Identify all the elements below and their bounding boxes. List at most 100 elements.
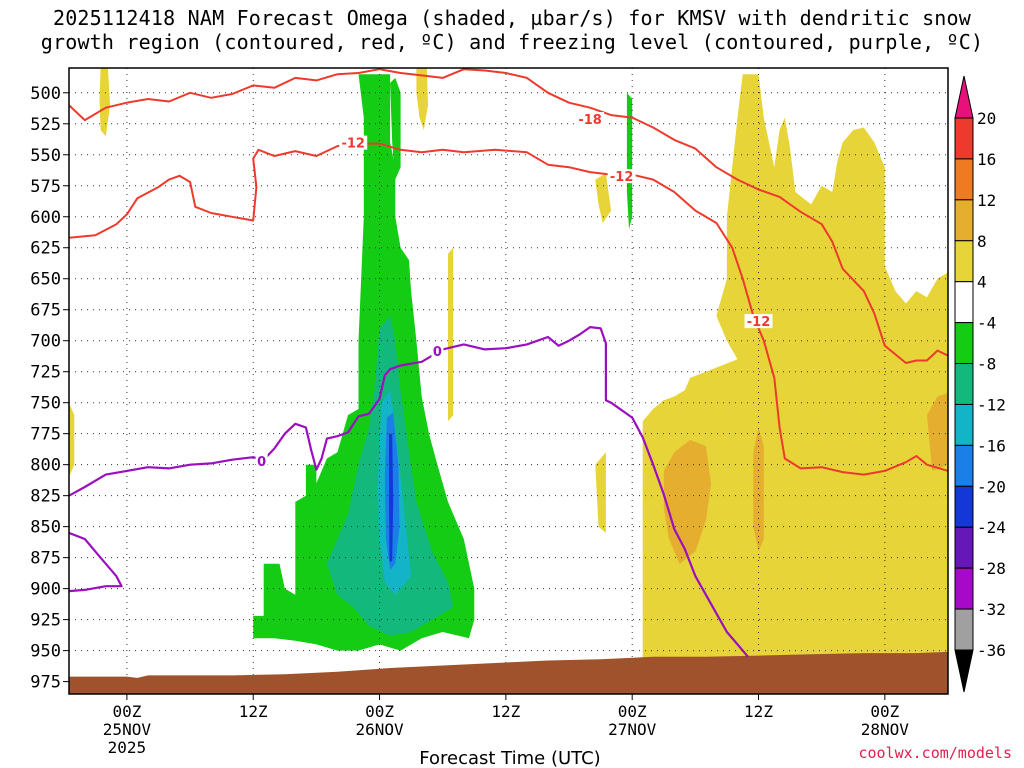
y-tick-label: 800	[30, 456, 61, 476]
y-tick-label: 600	[30, 208, 61, 228]
freezing-level-contour-line	[69, 326, 749, 658]
y-tick-label: 775	[30, 425, 61, 445]
yellow-streak-e	[595, 452, 606, 533]
contour-label-bg	[431, 343, 444, 358]
dendritic-contour-line	[69, 142, 948, 476]
x-tick-label: 00Z	[112, 702, 141, 721]
colorbar-segment	[954, 281, 974, 324]
green-column	[253, 74, 475, 651]
terrain-fill	[69, 651, 948, 694]
colorbar-segment	[954, 363, 974, 405]
y-tick-label: 525	[30, 115, 61, 135]
yellow-streak-b	[416, 68, 428, 130]
colorbar-label: -8	[977, 355, 996, 374]
colorbar-label: -28	[977, 559, 1006, 578]
yellow-streak-a	[99, 68, 111, 137]
contour-label-bg	[744, 314, 773, 329]
colorbar-segment	[954, 444, 974, 487]
y-tick-label: 975	[30, 673, 61, 693]
y-tick-label: 900	[30, 580, 61, 600]
colorbar: 20 16 12 8 4 -4 -8 -12 -16 -20 -24 -28 -32 -36	[954, 75, 1006, 693]
x-tick-label: 12Z	[491, 702, 520, 721]
y-tick-label: 950	[30, 642, 61, 662]
contour-label: 0	[433, 345, 442, 360]
colorbar-label: -20	[977, 477, 1006, 496]
colorbar-segment	[954, 567, 974, 610]
green-streak-a	[390, 77, 401, 180]
yellow-band	[642, 74, 948, 682]
y-tick-label: 675	[30, 301, 61, 321]
y-tick-label: 750	[30, 394, 61, 414]
contour-label: 0	[257, 455, 266, 470]
contour-label-bg	[339, 135, 368, 150]
x-tick-label: 12Z	[239, 702, 268, 721]
terrain-ground	[69, 651, 948, 694]
colorbar-label: 20	[977, 109, 996, 128]
colorbar-label: -12	[977, 395, 1006, 414]
x-tick-label: 00Z	[618, 702, 647, 721]
x-tick-label: 12Z	[744, 702, 773, 721]
yellow-small	[69, 402, 75, 478]
y-tick-label: 925	[30, 611, 61, 631]
plot-frame	[68, 67, 949, 695]
x-axis-label: Forecast Time (UTC)	[419, 748, 600, 768]
contour-label: -12	[747, 315, 771, 330]
colorbar-segment	[954, 199, 974, 242]
contour-label: -18	[578, 113, 602, 128]
colorbar-label: 8	[977, 232, 987, 251]
gold-patch-b	[753, 427, 764, 552]
y-tick-label: 700	[30, 332, 61, 352]
colorbar-segment	[954, 117, 974, 160]
green-streak-b	[626, 92, 633, 230]
y-tick-label: 875	[30, 549, 61, 569]
freezing-level-contour-line	[69, 531, 123, 593]
colorbar-segment	[954, 240, 974, 283]
colorbar-label: 12	[977, 191, 996, 210]
contour-label-bg	[576, 112, 605, 127]
contour-label: -12	[610, 170, 634, 185]
colorbar-segment	[954, 158, 974, 201]
x-tick-label: 00Z	[870, 702, 899, 721]
credit-text: coolwx.com/models	[858, 744, 1012, 762]
y-tick-label: 825	[30, 487, 61, 507]
colorbar-label: 4	[977, 273, 987, 292]
x-date-label: 28NOV	[861, 720, 910, 739]
plot-border	[68, 67, 949, 695]
y-tick-label: 850	[30, 518, 61, 538]
x-tick-label: 00Z	[365, 702, 394, 721]
x-date-label: 26NOV	[355, 720, 404, 739]
colorbar-label: -36	[977, 641, 1006, 660]
y-tick-label: 625	[30, 239, 61, 259]
colorbar-label: -24	[977, 518, 1006, 537]
y-tick-label: 550	[30, 146, 61, 166]
gold-patch-c	[926, 392, 948, 471]
x-date-label: 25NOV	[103, 720, 152, 739]
colorbar-segment	[954, 322, 974, 365]
yellow-streak-d	[595, 173, 612, 223]
y-axis: 500 525 550 575 600 625 650 675 700 725 750 775 800 8…	[30, 84, 69, 693]
y-tick-label: 500	[30, 84, 61, 104]
dark-blue-core	[389, 433, 394, 562]
colorbar-label: -4	[977, 314, 996, 333]
contour-label-bg	[255, 454, 268, 469]
yellow-streak-c	[448, 247, 454, 422]
colorbar-label: 16	[977, 150, 996, 169]
colorbar-segment	[954, 403, 974, 446]
contours-layer: -12 -12 -12 -18 0 0	[69, 68, 948, 658]
omega-shading	[69, 68, 948, 682]
colorbar-segment	[954, 526, 974, 569]
colorbar-top-arrow	[954, 75, 974, 119]
y-tick-label: 575	[30, 177, 61, 197]
contour-label-bg	[607, 169, 636, 184]
colorbar-label: -16	[977, 436, 1006, 455]
y-tick-label: 725	[30, 363, 61, 383]
colorbar-label: -32	[977, 600, 1006, 619]
chart-title-line-2: growth region (contoured, red, ºC) and f…	[40, 30, 984, 54]
contour-label: -12	[341, 137, 365, 152]
colorbar-segment	[954, 608, 974, 651]
x-year-label: 2025	[108, 738, 147, 757]
dendritic-contour-line	[69, 68, 948, 364]
colorbar-segment	[954, 485, 974, 528]
